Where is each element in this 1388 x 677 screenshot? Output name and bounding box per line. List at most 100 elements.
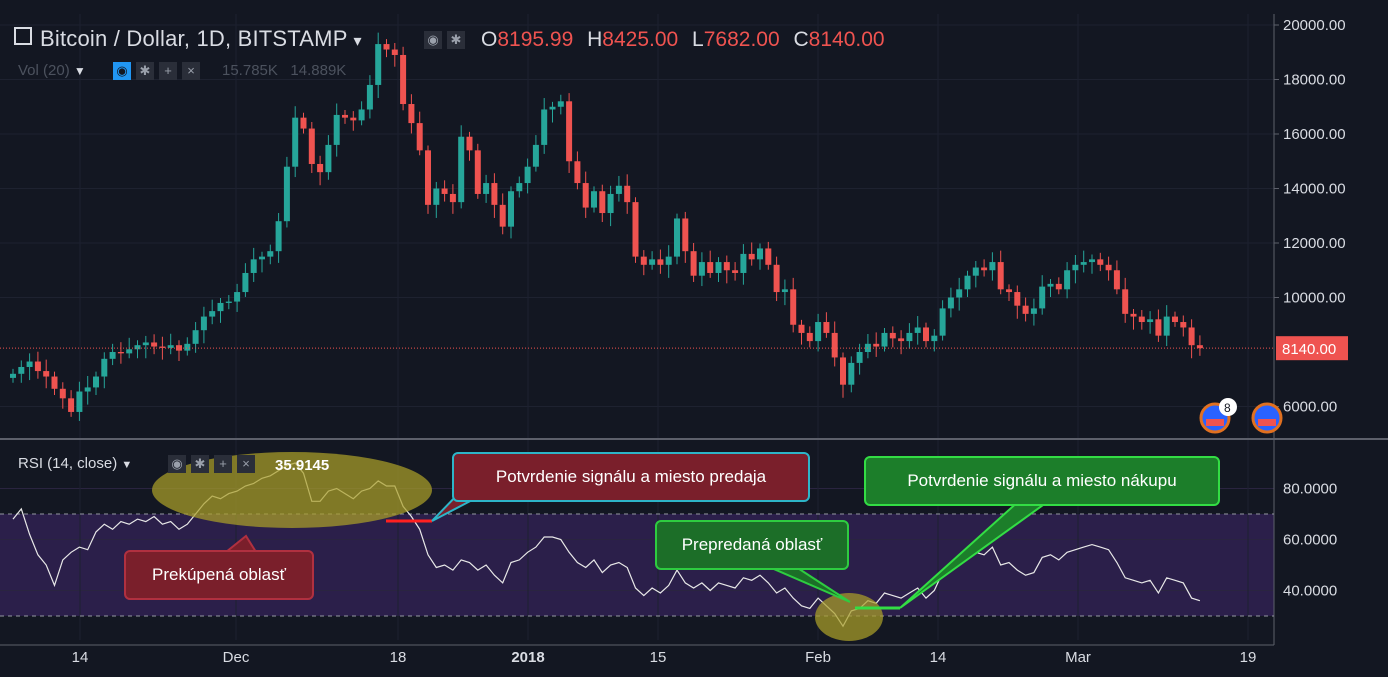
candle-body (707, 262, 714, 273)
volume-readout[interactable]: Vol (20) ▼ (18, 62, 86, 79)
candle-body (176, 345, 182, 351)
candle-body (1196, 345, 1203, 349)
candle-body (715, 262, 722, 273)
candle-body (342, 114, 348, 118)
candle-body (923, 327, 929, 342)
candle-body (1080, 262, 1087, 265)
candle-body (566, 101, 573, 162)
candle-body (383, 44, 390, 50)
chart-title[interactable]: Bitcoin / Dollar, 1D, BITSTAMP ▾ (14, 26, 362, 52)
candle-body (947, 297, 954, 309)
y-tick-label: 14000.00 (1283, 181, 1346, 198)
candle-body (1188, 327, 1195, 346)
close-icon[interactable]: × (237, 455, 255, 473)
candle-body (1155, 319, 1162, 336)
candle-body (26, 361, 33, 367)
candle-body (765, 248, 772, 265)
x-tick-label: 14 (930, 649, 947, 666)
rsi-label-wrap[interactable]: RSI (14, close) ▼ (18, 455, 132, 472)
candle-body (250, 259, 257, 273)
candle-body (956, 289, 963, 298)
candle-body (43, 371, 50, 377)
callout-sell-confirm-text: Potvrdenie signálu a miesto predaja (495, 467, 767, 486)
event-flag-stripes (1206, 419, 1224, 426)
candle-body (259, 256, 265, 260)
candle-body (831, 332, 838, 358)
plus-icon[interactable]: + (159, 62, 177, 80)
candle-body (1030, 308, 1037, 314)
ohlc-readout: O8195.99 H8425.00 L7682.00 C8140.00 (481, 28, 885, 52)
candle-body (698, 262, 705, 276)
candle-body (142, 342, 149, 346)
candle-body (317, 163, 324, 173)
candle-body (649, 259, 656, 265)
chevron-down-icon[interactable]: ▼ (73, 64, 86, 78)
chevron-down-icon[interactable]: ▼ (121, 459, 133, 471)
candle-body (333, 114, 340, 145)
candle-body (184, 343, 191, 351)
candle-body (192, 330, 199, 344)
candle-body (1014, 292, 1021, 306)
candle-body (599, 191, 606, 214)
event-flag-icon (1251, 402, 1283, 434)
candle-body (366, 84, 373, 110)
plus-icon[interactable]: + (214, 455, 232, 473)
candle-body (109, 352, 116, 359)
open-value: 8195.99 (497, 28, 574, 51)
eye-icon[interactable]: ◉ (168, 455, 186, 473)
eye-icon[interactable]: ◉ (113, 62, 131, 80)
candle-body (798, 324, 805, 333)
candle-body (499, 204, 506, 227)
candle-body (632, 202, 639, 257)
close-icon[interactable]: × (182, 62, 200, 80)
candle-body (823, 322, 830, 333)
candle-body (997, 262, 1004, 290)
candle-body (674, 218, 680, 257)
chevron-down-icon[interactable]: ▾ (353, 33, 362, 50)
collapse-icon[interactable] (14, 27, 32, 45)
candle-body (93, 376, 99, 388)
candle-body (972, 267, 979, 276)
candle-body (416, 123, 423, 151)
candle-body (591, 191, 597, 208)
callout-oversold-text: Prepredaná oblasť (681, 535, 823, 554)
event-count-badge (1219, 398, 1237, 416)
rsi-value-label: 35.9145 (275, 457, 329, 474)
candle-body (267, 251, 274, 257)
gear-icon[interactable]: ✱ (191, 455, 209, 473)
candle-body (1147, 319, 1154, 323)
candle-body (516, 183, 523, 192)
candle-body (881, 332, 888, 347)
candle-body (848, 362, 855, 385)
candle-body (856, 352, 863, 363)
gear-icon[interactable]: ✱ (447, 31, 465, 49)
gear-icon[interactable]: ✱ (136, 62, 154, 80)
candle-body (1130, 313, 1137, 317)
candle-body (657, 259, 664, 265)
candle-body (217, 302, 224, 312)
candle-body (474, 150, 481, 194)
candle-body (59, 388, 66, 399)
candle-body (209, 311, 216, 317)
candle-body (425, 150, 431, 205)
candle-body (1006, 289, 1012, 293)
candle-body (325, 144, 332, 173)
eye-icon[interactable]: ◉ (424, 31, 442, 49)
candle-body (117, 352, 124, 354)
candle-body (200, 316, 207, 331)
symbol-title: Bitcoin / Dollar, 1D, BITSTAMP (40, 26, 348, 51)
candle-body (1180, 322, 1187, 328)
y-tick-label: 6000.00 (1283, 399, 1337, 416)
x-tick-label: 18 (390, 649, 407, 666)
rsi-tick-label: 40.0000 (1283, 583, 1337, 600)
volume-value-2: 14.889K (290, 62, 347, 79)
candle-body (51, 376, 58, 389)
candle-body (607, 193, 614, 214)
candle-body (408, 104, 415, 124)
candle-body (964, 275, 971, 290)
x-tick-label: 19 (1240, 649, 1257, 666)
candle-body (1072, 264, 1079, 271)
candle-body (889, 332, 896, 339)
candle-body (549, 106, 556, 110)
candle-body (1022, 305, 1029, 314)
